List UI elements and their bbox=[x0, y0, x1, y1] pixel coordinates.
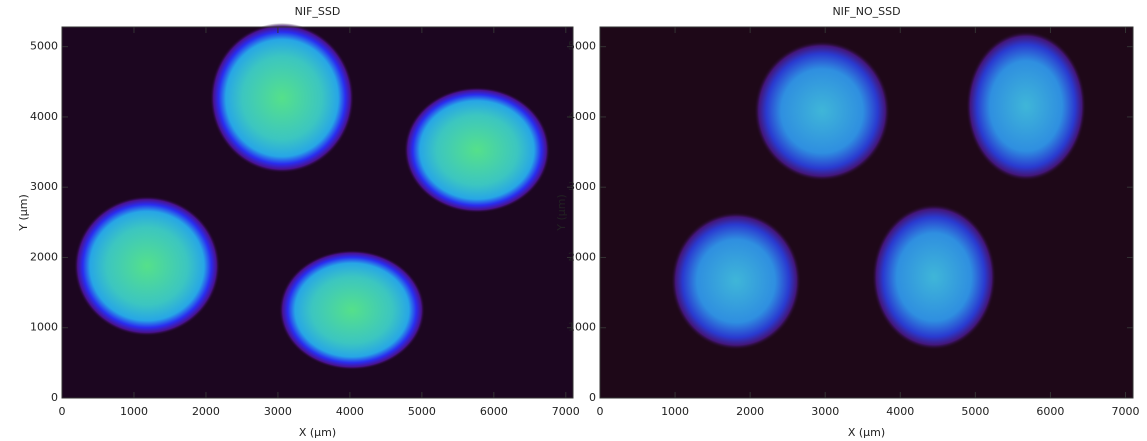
x-tick-label: 7000 bbox=[552, 405, 580, 418]
plot-frame bbox=[599, 26, 1134, 399]
x-tick-label: 6000 bbox=[1036, 405, 1064, 418]
y-tick-label: 0 bbox=[589, 391, 596, 404]
plot-frame bbox=[61, 26, 574, 399]
y-tick-label: 1000 bbox=[30, 321, 58, 334]
y-axis-label: Y (μm) bbox=[555, 194, 568, 232]
y-tick-label: 4000 bbox=[568, 110, 596, 123]
x-axis-label: X (μm) bbox=[848, 426, 885, 439]
y-tick-label: 5000 bbox=[30, 40, 58, 53]
y-tick-label: 2000 bbox=[568, 250, 596, 263]
x-tick-label: 2000 bbox=[192, 405, 220, 418]
x-tick-label: 1000 bbox=[120, 405, 148, 418]
x-tick-label: 1000 bbox=[661, 405, 689, 418]
panel-left-image bbox=[62, 23, 573, 398]
y-axis-label: Y (μm) bbox=[17, 194, 30, 232]
x-tick-label: 6000 bbox=[480, 405, 508, 418]
panel-right-image bbox=[600, 27, 1133, 398]
x-tick-label: 7000 bbox=[1111, 405, 1139, 418]
x-tick-label: 4000 bbox=[886, 405, 914, 418]
x-tick-label: 4000 bbox=[336, 405, 364, 418]
x-tick-label: 3000 bbox=[264, 405, 292, 418]
x-tick-label: 0 bbox=[59, 405, 66, 418]
y-tick-label: 3000 bbox=[30, 180, 58, 193]
y-tick-label: 4000 bbox=[30, 110, 58, 123]
x-tick-label: 2000 bbox=[736, 405, 764, 418]
x-tick-label: 5000 bbox=[961, 405, 989, 418]
y-tick-label: 3000 bbox=[568, 180, 596, 193]
y-tick-label: 5000 bbox=[568, 40, 596, 53]
x-tick-label: 3000 bbox=[811, 405, 839, 418]
chart-title: NIF_NO_SSD bbox=[832, 5, 900, 18]
y-tick-label: 0 bbox=[51, 391, 58, 404]
x-tick-label: 5000 bbox=[408, 405, 436, 418]
x-tick-label: 0 bbox=[597, 405, 604, 418]
y-tick-label: 2000 bbox=[30, 250, 58, 263]
chart-title: NIF_SSD bbox=[295, 5, 341, 18]
x-axis-label: X (μm) bbox=[299, 426, 336, 439]
y-tick-label: 1000 bbox=[568, 321, 596, 334]
